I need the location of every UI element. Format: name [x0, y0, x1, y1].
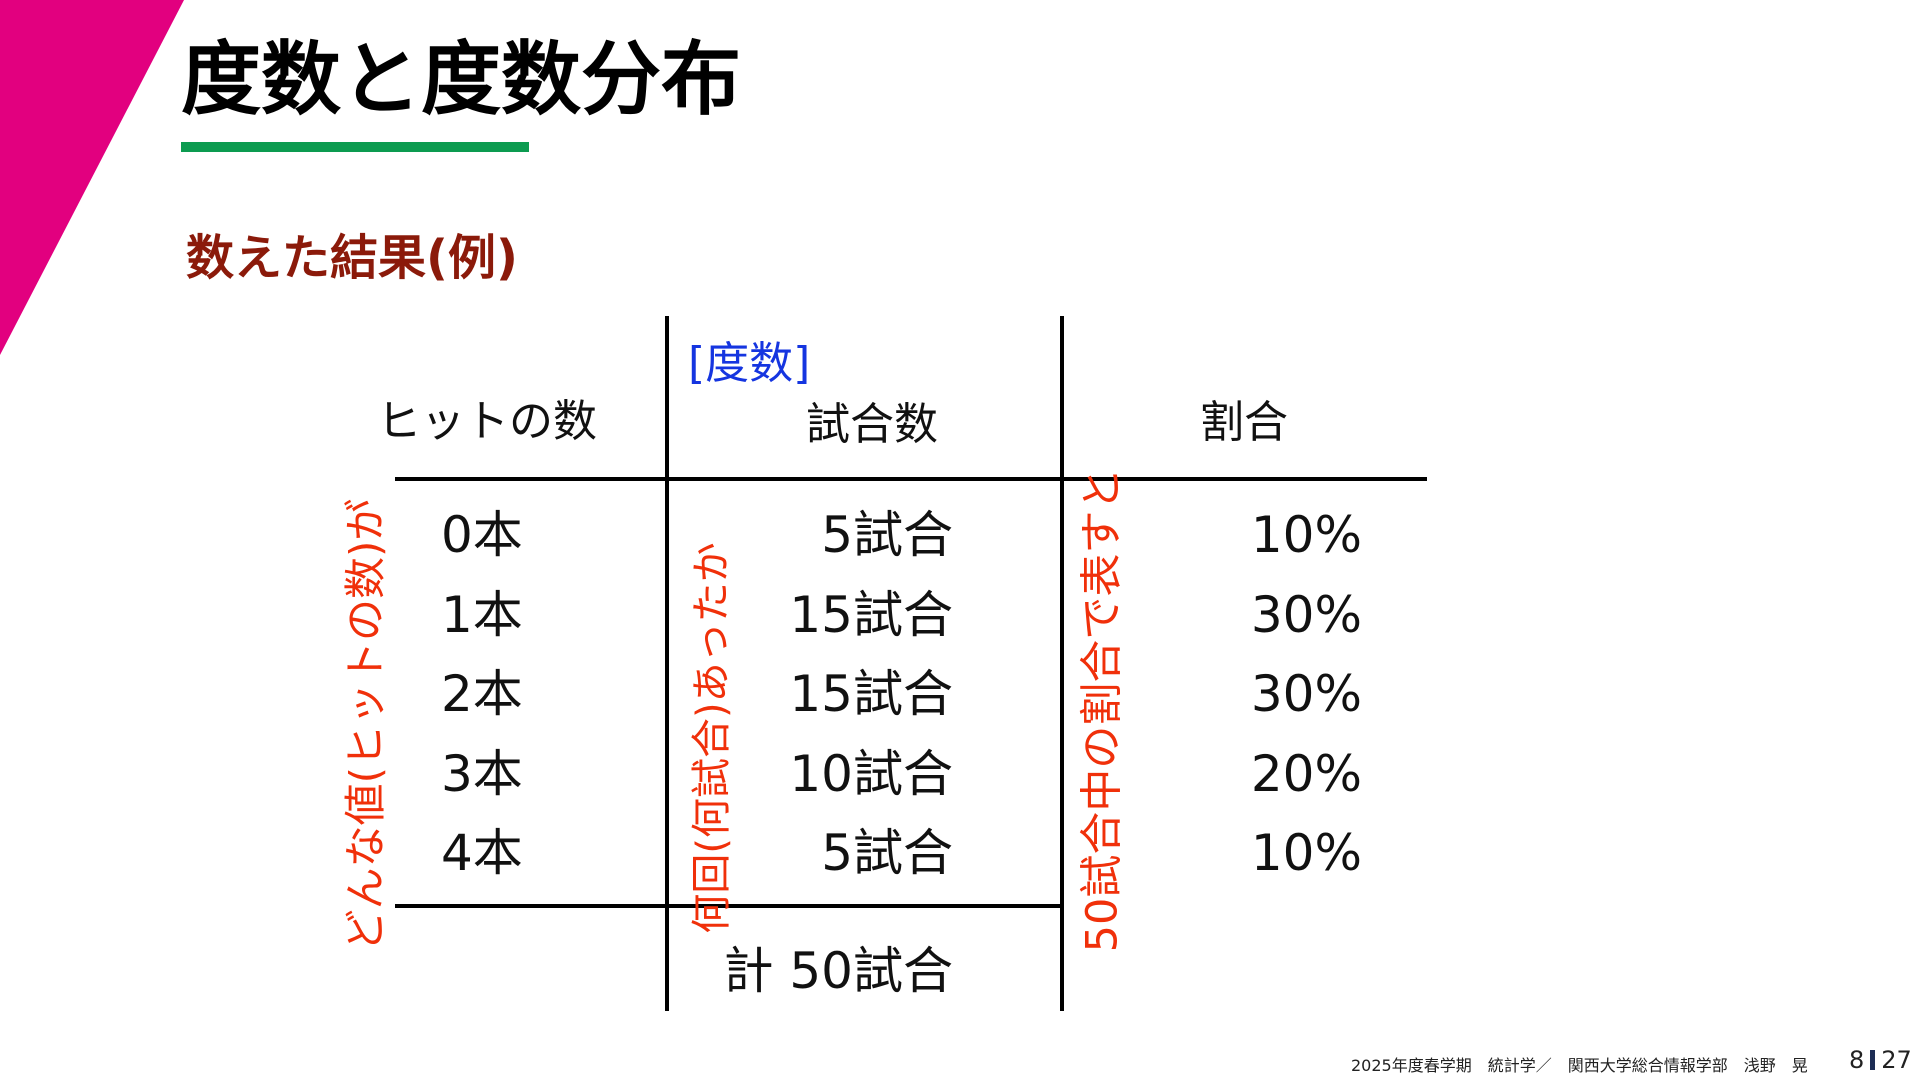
header-ratio: 割合 — [1200, 397, 1288, 448]
header-rule — [395, 477, 1427, 481]
frequency-label: [度数] — [688, 338, 811, 389]
row-4-value: 4本 — [441, 824, 523, 882]
total-games: 計 50試合 — [723, 942, 953, 1000]
row-4-count: 5試合 — [821, 824, 953, 882]
row-1-value: 1本 — [441, 586, 523, 644]
ratio-annotation: 50試合中の割合で表すと — [1077, 467, 1128, 953]
row-0-value: 0本 — [441, 506, 523, 564]
row-3-value: 3本 — [441, 745, 523, 803]
column-divider — [1060, 316, 1064, 1011]
title-underline — [181, 142, 529, 152]
section-subtitle: 数えた結果(例) — [186, 230, 518, 286]
row-2-count: 15試合 — [789, 665, 953, 723]
accent-triangle — [0, 0, 184, 355]
row-1-ratio: 30% — [1250, 586, 1362, 644]
row-1-count: 15試合 — [789, 586, 953, 644]
row-0-count: 5試合 — [821, 506, 953, 564]
footer-course-info: 2025年度春学期 統計学／ 関西大学総合情報学部 浅野 晃 — [1351, 1056, 1808, 1075]
row-0-ratio: 10% — [1250, 506, 1362, 564]
total-rule — [395, 904, 1062, 908]
row-3-count: 10試合 — [789, 745, 953, 803]
row-4-ratio: 10% — [1250, 824, 1362, 882]
row-2-value: 2本 — [441, 665, 523, 723]
page-title: 度数と度数分布 — [181, 33, 741, 126]
column-divider — [665, 316, 669, 1011]
count-annotation: 何回(何試合)あったか — [689, 542, 735, 934]
row-2-ratio: 30% — [1250, 665, 1362, 723]
header-games: 試合数 — [806, 399, 938, 450]
current-page: 8 — [1849, 1046, 1865, 1074]
value-annotation: どんな値(ヒットの数)が — [341, 498, 390, 952]
page-number: 8 27 — [1849, 1046, 1912, 1074]
row-3-ratio: 20% — [1250, 745, 1362, 803]
header-hits: ヒットの数 — [377, 396, 597, 447]
page-separator — [1870, 1050, 1876, 1070]
total-pages: 27 — [1881, 1046, 1912, 1074]
